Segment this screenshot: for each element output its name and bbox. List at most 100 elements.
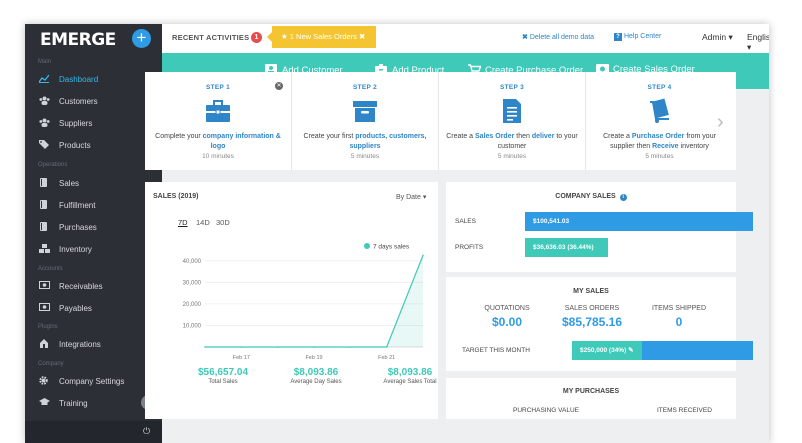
range-30d-tab[interactable]: 30D	[216, 218, 230, 227]
step-text: inventory	[678, 143, 709, 150]
section-main: Main	[38, 59, 52, 65]
document-icon	[499, 98, 525, 124]
create-sales-order-button[interactable]: Create Sales Order	[596, 64, 695, 75]
step-title: STEP 3	[499, 84, 525, 91]
target-bar: $250,000 (34%) ✎	[572, 341, 753, 360]
legend-swatch	[364, 243, 370, 249]
power-icon[interactable]: ⏻	[143, 426, 151, 436]
target-label: TARGET THIS MONTH	[462, 347, 530, 354]
average-sales-total-value: $8,093.86	[387, 367, 433, 378]
step-title: STEP 4	[647, 84, 672, 91]
step-link[interactable]: Sales Order	[475, 133, 515, 140]
step-card-2[interactable]: STEP 2 Create your first products, custo…	[292, 72, 439, 170]
wrench-icon: ✖	[522, 34, 528, 41]
sidebar-item-receivables[interactable]: Receivables ‹	[25, 276, 162, 296]
sidebar-item-label: Customers	[59, 97, 98, 106]
new-sales-orders-toast[interactable]: ★ 1 New Sales Orders ✖	[267, 26, 376, 48]
step-description: Create a Purchase Order from your suppli…	[586, 132, 733, 152]
average-day-sales-label: Average Day Sales	[290, 379, 342, 385]
sidebar-item-customers[interactable]: Customers ‹	[25, 91, 162, 111]
graduation-cap-icon	[39, 398, 50, 408]
step-duration: 10 minutes	[202, 153, 234, 160]
sales-row-label: SALES	[455, 218, 476, 225]
sidebar-item-label: Receivables	[59, 282, 103, 291]
y-tick-label: 20,000	[183, 302, 202, 308]
sidebar-item-purchases[interactable]: Purchases ‹	[25, 217, 162, 237]
sidebar: EMERGE + Main Dashboard Customers ‹ Supp…	[25, 24, 162, 443]
step-description: Create a Sales Order then deliver to you…	[439, 132, 585, 152]
step-title: STEP 2	[352, 84, 378, 91]
total-sales-stat: $56,657.04 Total Sales	[178, 367, 268, 385]
step-text: Create your first	[303, 133, 356, 140]
sidebar-item-training[interactable]: Training	[25, 393, 162, 413]
company-sales-title: COMPANY SALES i	[446, 193, 736, 201]
sidebar-item-sales[interactable]: Sales ‹	[25, 173, 162, 193]
average-day-sales-value: $8,093.86	[293, 367, 339, 378]
info-icon[interactable]: i	[619, 194, 627, 201]
quick-add-button[interactable]: +	[132, 29, 151, 48]
tags-icon	[39, 140, 50, 150]
sidebar-item-label: Suppliers	[59, 119, 93, 128]
sales-chart-card: SALES (2019) By Date ▾ 7D 14D 30D 40,000…	[145, 182, 438, 419]
money-icon	[596, 64, 609, 75]
admin-menu[interactable]: Admin ▾	[702, 32, 733, 42]
step-card-3[interactable]: STEP 3 Create a Sales Order then deliver…	[439, 72, 586, 170]
book-icon	[39, 200, 50, 210]
sidebar-item-payables[interactable]: Payables ‹	[25, 298, 162, 318]
step-link[interactable]: products, customers, suppliers	[349, 133, 427, 150]
delete-demo-data-link[interactable]: ✖ Delete all demo data	[522, 33, 594, 41]
add-product-label: Add Product	[392, 65, 445, 76]
sidebar-item-inventory[interactable]: Inventory ‹	[25, 239, 162, 259]
plug-icon	[39, 339, 50, 349]
sidebar-item-dashboard[interactable]: Dashboard	[25, 69, 162, 89]
step-link[interactable]: Purchase Order	[631, 133, 685, 140]
sidebar-item-suppliers[interactable]: Suppliers ‹	[25, 113, 162, 133]
by-date-dropdown[interactable]: By Date ▾	[396, 194, 427, 201]
company-sales-title-text: COMPANY SALES	[555, 193, 616, 200]
sales-area	[205, 255, 423, 347]
pencil-icon[interactable]: ✎	[628, 347, 634, 354]
step-text: Create a	[446, 133, 476, 140]
sidebar-item-label: Integrations	[59, 340, 101, 349]
language-menu[interactable]: English ▾	[747, 32, 769, 52]
x-tick-label: Feb 19	[305, 355, 322, 361]
items-received-label: ITEMS RECEIVED	[657, 407, 712, 414]
create-purchase-order-label: Create Purchase Order	[485, 65, 584, 76]
y-tick-label: 40,000	[183, 259, 202, 265]
section-plugins: Plugins	[38, 324, 58, 330]
sales-line	[205, 255, 424, 348]
step-link[interactable]: deliver	[531, 133, 555, 140]
sidebar-footer: ⏻	[25, 421, 162, 443]
step-card-4[interactable]: STEP 4 Create a Purchase Order from your…	[586, 72, 733, 170]
cubes-icon	[39, 244, 50, 254]
chart-icon	[38, 74, 50, 84]
total-sales-value: $56,657.04	[197, 367, 249, 378]
step-link[interactable]: Receive	[652, 143, 679, 150]
next-steps-arrow[interactable]: ›	[717, 111, 724, 133]
recent-activities-label[interactable]: RECENT ACTIVITIES	[172, 33, 250, 42]
sidebar-item-integrations[interactable]: Integrations	[25, 334, 162, 354]
range-14d-tab[interactable]: 14D	[196, 218, 210, 227]
data-point	[422, 254, 424, 257]
step-card-1[interactable]: STEP 1 Complete your company information…	[145, 72, 292, 170]
sidebar-item-products[interactable]: Products ‹	[25, 135, 162, 155]
step-text: Create a	[603, 133, 632, 140]
range-7d-tab[interactable]: 7D	[178, 218, 188, 227]
kpi-label: QUOTATIONS	[484, 305, 530, 312]
target-progress: $250,000 (34%) ✎	[572, 341, 642, 360]
my-purchases-title: MY PURCHASES	[562, 388, 620, 395]
add-customer-label: Add Customer	[282, 65, 343, 76]
help-icon: ?	[614, 33, 622, 41]
book-icon	[39, 178, 50, 188]
close-icon[interactable]: ✕	[275, 82, 283, 90]
delete-demo-data-label: Delete all demo data	[529, 34, 595, 41]
step-link[interactable]: company information & logo	[202, 133, 281, 150]
sidebar-item-fulfillment[interactable]: Fulfillment ‹	[25, 195, 162, 215]
step-duration: 5 minutes	[350, 153, 380, 160]
sales-orders-kpi: SALES ORDERS $85,785.16	[547, 305, 637, 329]
sidebar-item-company-settings[interactable]: Company Settings	[25, 371, 162, 391]
step-text: then	[514, 133, 532, 140]
help-center-link[interactable]: ? Help Center	[614, 33, 661, 41]
step-description: Complete your company information & logo	[145, 132, 291, 152]
section-company: Company	[38, 361, 64, 367]
